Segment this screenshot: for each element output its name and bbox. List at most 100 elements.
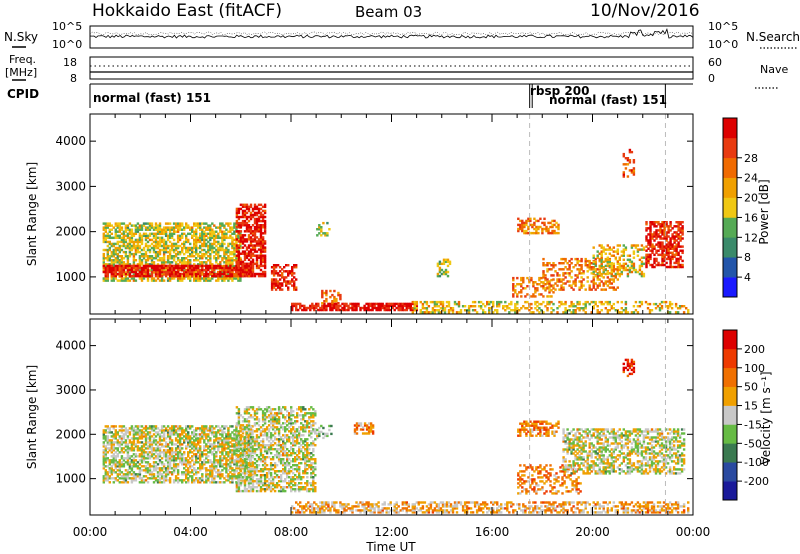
echo-cell bbox=[653, 247, 656, 250]
echo-cell bbox=[371, 302, 374, 306]
echo-cell bbox=[183, 441, 186, 444]
echo-cell bbox=[124, 275, 128, 278]
echo-cell bbox=[552, 262, 555, 265]
echo-cell bbox=[118, 272, 122, 276]
echo-cell bbox=[193, 431, 196, 434]
echo-cell bbox=[225, 471, 228, 474]
echo-cell bbox=[187, 268, 190, 272]
echo-cell bbox=[530, 295, 533, 298]
echo-cell bbox=[152, 463, 156, 466]
echo-cell bbox=[231, 270, 234, 274]
echo-cell bbox=[102, 259, 106, 262]
echo-cell bbox=[253, 238, 257, 241]
echo-cell bbox=[681, 265, 684, 269]
echo-cell bbox=[616, 244, 620, 247]
echo-cell bbox=[514, 311, 517, 314]
echo-cell bbox=[162, 264, 166, 268]
echo-cell bbox=[608, 300, 612, 304]
echo-cell bbox=[235, 209, 239, 213]
echo-cell bbox=[148, 232, 152, 236]
echo-cell bbox=[407, 306, 411, 310]
echo-cell bbox=[185, 263, 188, 266]
echo-cell bbox=[663, 227, 666, 230]
echo-cell bbox=[134, 473, 138, 476]
echo-cell bbox=[112, 252, 116, 256]
echo-cell bbox=[223, 257, 226, 260]
echo-cell bbox=[209, 469, 212, 472]
echo-cell bbox=[164, 457, 168, 460]
echo-cell bbox=[146, 255, 150, 258]
echo-cell bbox=[229, 433, 232, 436]
echo-cell bbox=[622, 155, 626, 158]
echo-cell bbox=[178, 451, 182, 454]
echo-cell bbox=[203, 236, 206, 240]
echo-cell bbox=[189, 270, 192, 274]
echo-cell bbox=[187, 445, 190, 448]
echo-cell bbox=[114, 479, 118, 482]
echo-cell bbox=[154, 255, 158, 258]
echo-cell bbox=[433, 300, 437, 304]
echo-cell bbox=[120, 449, 124, 452]
echo-cell bbox=[538, 311, 541, 314]
echo-cell bbox=[106, 232, 110, 236]
echo-cell bbox=[104, 429, 108, 432]
echo-cell bbox=[162, 259, 166, 262]
echo-cell bbox=[114, 431, 118, 434]
echo-cell bbox=[201, 238, 204, 242]
echo-cell bbox=[158, 459, 162, 462]
echo-cell bbox=[203, 435, 206, 438]
echo-cell bbox=[164, 240, 168, 244]
echo-cell bbox=[225, 263, 228, 266]
echo-cell bbox=[377, 308, 380, 312]
echo-cell bbox=[620, 266, 624, 270]
echo-cell bbox=[193, 443, 196, 446]
echo-cell bbox=[219, 226, 222, 229]
echo-cell bbox=[351, 308, 354, 312]
echo-cell bbox=[225, 277, 228, 280]
echo-cell bbox=[199, 467, 202, 470]
echo-cell bbox=[174, 447, 178, 450]
echo-cell bbox=[644, 300, 648, 304]
echo-cell bbox=[140, 255, 144, 258]
echo-cell bbox=[337, 291, 340, 295]
echo-cell bbox=[138, 449, 142, 452]
echo-cell bbox=[665, 245, 668, 248]
echo-cell bbox=[146, 264, 150, 268]
echo-cell bbox=[217, 481, 220, 484]
echo-cell bbox=[687, 311, 690, 314]
echo-cell bbox=[156, 471, 160, 474]
echo-cell bbox=[168, 433, 172, 436]
echo-cell bbox=[203, 445, 206, 448]
echo-cell bbox=[552, 264, 555, 267]
echo-cell bbox=[185, 238, 188, 242]
echo-cell bbox=[183, 266, 186, 270]
echo-cell bbox=[255, 258, 259, 262]
echo-cell bbox=[237, 250, 241, 253]
echo-cell bbox=[647, 257, 650, 261]
echo-cell bbox=[164, 427, 168, 430]
echo-cell bbox=[223, 250, 226, 254]
echo-cell bbox=[168, 272, 172, 276]
echo-cell bbox=[120, 441, 124, 444]
echo-cell bbox=[225, 469, 228, 472]
echo-cell bbox=[608, 309, 612, 312]
echo-cell bbox=[411, 308, 415, 312]
echo-cell bbox=[172, 433, 176, 436]
echo-cell bbox=[156, 457, 160, 460]
echo-cell bbox=[110, 451, 114, 454]
echo-cell bbox=[183, 242, 186, 246]
echo-cell bbox=[574, 280, 577, 283]
echo-cell bbox=[263, 242, 267, 245]
echo-cell bbox=[235, 236, 238, 240]
echo-cell bbox=[191, 475, 194, 478]
echo-cell bbox=[223, 275, 226, 278]
echo-cell bbox=[225, 270, 228, 274]
echo-cell bbox=[239, 252, 243, 255]
echo-cell bbox=[193, 439, 196, 442]
echo-cell bbox=[598, 311, 601, 314]
echo-cell bbox=[118, 471, 122, 474]
echo-cell bbox=[110, 259, 114, 262]
echo-cell bbox=[560, 302, 563, 306]
echo-cell bbox=[160, 273, 164, 276]
